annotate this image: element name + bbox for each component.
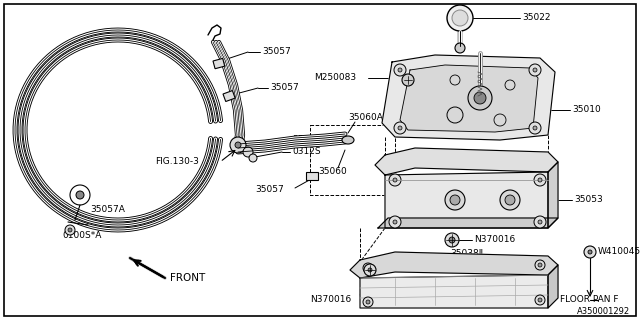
Polygon shape	[548, 162, 558, 228]
Polygon shape	[400, 65, 538, 132]
Circle shape	[393, 220, 397, 224]
Polygon shape	[360, 275, 548, 308]
Circle shape	[394, 64, 406, 76]
Circle shape	[535, 295, 545, 305]
Circle shape	[533, 126, 537, 130]
Circle shape	[449, 237, 455, 243]
Circle shape	[230, 137, 246, 153]
Text: FLOOR PAN F: FLOOR PAN F	[560, 295, 618, 305]
Circle shape	[494, 114, 506, 126]
Circle shape	[68, 228, 72, 232]
Text: N370016: N370016	[474, 236, 515, 244]
Text: 35187: 35187	[292, 135, 321, 145]
Circle shape	[402, 74, 414, 86]
Circle shape	[450, 195, 460, 205]
Circle shape	[249, 154, 257, 162]
Text: 35010: 35010	[572, 106, 601, 115]
Text: 35057: 35057	[255, 186, 284, 195]
Circle shape	[389, 174, 401, 186]
Circle shape	[368, 268, 372, 272]
Text: 35060A: 35060A	[348, 114, 383, 123]
Polygon shape	[548, 265, 558, 308]
Bar	[213, 59, 225, 69]
Circle shape	[505, 195, 515, 205]
Circle shape	[474, 92, 486, 104]
Circle shape	[534, 216, 546, 228]
Circle shape	[529, 64, 541, 76]
Circle shape	[455, 43, 465, 53]
Text: 35057: 35057	[262, 47, 291, 57]
Text: A350001292: A350001292	[577, 308, 630, 316]
Circle shape	[538, 298, 542, 302]
Circle shape	[450, 75, 460, 85]
Text: 35038Ⅱ: 35038Ⅱ	[450, 249, 483, 258]
Circle shape	[363, 263, 373, 273]
Circle shape	[445, 190, 465, 210]
Circle shape	[535, 260, 545, 270]
Circle shape	[534, 174, 546, 186]
Circle shape	[398, 68, 402, 72]
Circle shape	[445, 233, 459, 247]
Circle shape	[500, 190, 520, 210]
Polygon shape	[350, 252, 558, 278]
Circle shape	[584, 246, 596, 258]
Circle shape	[243, 147, 253, 157]
Text: FRONT: FRONT	[170, 273, 205, 283]
Circle shape	[529, 122, 541, 134]
Circle shape	[538, 263, 542, 267]
Circle shape	[366, 300, 370, 304]
Text: 35057A: 35057A	[90, 205, 125, 214]
Circle shape	[363, 297, 373, 307]
Circle shape	[389, 216, 401, 228]
Polygon shape	[382, 55, 555, 140]
Circle shape	[505, 80, 515, 90]
Circle shape	[398, 126, 402, 130]
Circle shape	[235, 142, 241, 148]
Text: 35053: 35053	[574, 196, 603, 204]
Polygon shape	[385, 172, 548, 228]
Circle shape	[452, 10, 468, 26]
Circle shape	[364, 264, 376, 276]
Text: 35060: 35060	[318, 167, 347, 177]
Text: FIG.130-3: FIG.130-3	[155, 157, 199, 166]
Circle shape	[76, 191, 84, 199]
Bar	[306, 172, 318, 180]
Circle shape	[468, 86, 492, 110]
Text: N370016: N370016	[310, 295, 351, 305]
Circle shape	[366, 266, 370, 270]
Bar	[223, 91, 235, 101]
Circle shape	[533, 68, 537, 72]
Circle shape	[394, 122, 406, 134]
Circle shape	[538, 220, 542, 224]
Polygon shape	[375, 148, 558, 175]
Circle shape	[393, 178, 397, 182]
Circle shape	[70, 185, 90, 205]
Text: W410045: W410045	[598, 247, 640, 257]
Ellipse shape	[342, 136, 354, 144]
Text: 35057: 35057	[270, 84, 299, 92]
Circle shape	[588, 250, 592, 254]
Circle shape	[447, 107, 463, 123]
Text: M250083: M250083	[314, 74, 356, 83]
Text: 35022: 35022	[522, 13, 550, 22]
Text: 0100S*A: 0100S*A	[62, 230, 101, 239]
Circle shape	[447, 5, 473, 31]
Circle shape	[538, 178, 542, 182]
Text: 0312S: 0312S	[292, 148, 321, 156]
Circle shape	[65, 225, 75, 235]
Polygon shape	[378, 218, 558, 228]
